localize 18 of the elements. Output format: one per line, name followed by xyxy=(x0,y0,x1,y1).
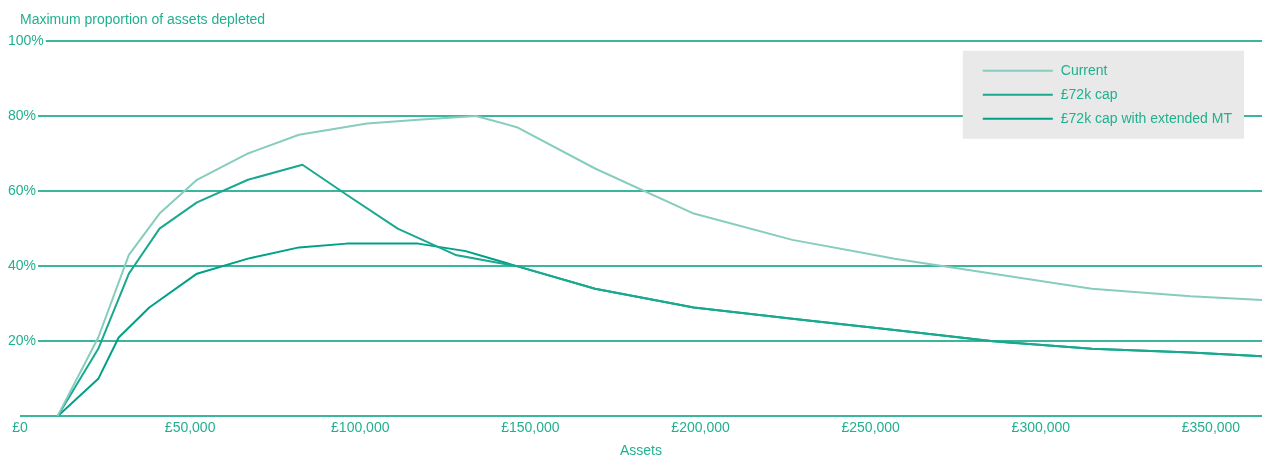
x-tick-label: £50,000 xyxy=(164,418,216,435)
legend-label: £72k cap with extended MT xyxy=(1060,109,1233,126)
y-tick-label: 100% xyxy=(8,31,44,48)
y-axis-title: Maximum proportion of assets depleted xyxy=(20,11,266,28)
x-tick-label: £300,000 xyxy=(1011,418,1071,435)
legend-label: £72k cap xyxy=(1060,85,1118,102)
x-tick-label: £100,000 xyxy=(331,418,390,435)
y-tick-label: 80% xyxy=(8,106,37,123)
legend-label: Current xyxy=(1060,61,1108,78)
x-tick-label: £200,000 xyxy=(671,418,730,435)
x-axis-title: Assets xyxy=(619,442,663,459)
y-tick-label: 40% xyxy=(8,257,37,274)
y-tick-label: 60% xyxy=(8,181,37,198)
x-tick-label: £150,000 xyxy=(501,418,560,435)
x-tick-label: £0 xyxy=(12,418,28,435)
x-tick-label: £350,000 xyxy=(1181,418,1241,435)
y-tick-label: 20% xyxy=(8,332,37,349)
x-tick-label: £250,000 xyxy=(841,418,901,435)
